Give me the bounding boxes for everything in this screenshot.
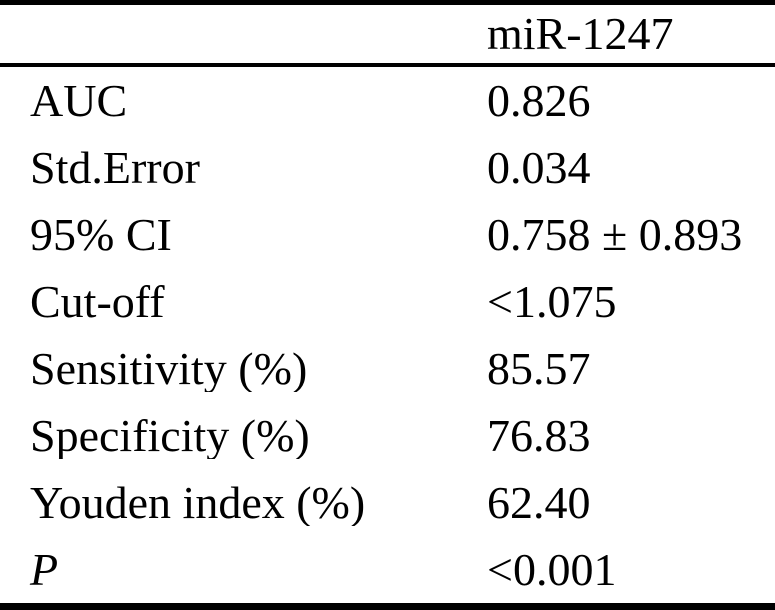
table-row: AUC 0.826 (0, 67, 775, 134)
row-value: 62.40 (487, 479, 591, 526)
table-row: Sensitivity (%) 85.57 (0, 335, 775, 402)
row-value: <0.001 (487, 546, 617, 593)
table-row: Specificity (%) 76.83 (0, 402, 775, 469)
row-value: 0.826 (487, 77, 591, 124)
row-label: Sensitivity (%) (30, 345, 308, 392)
table-row: Cut-off <1.075 (0, 268, 775, 335)
row-label: P (30, 546, 59, 593)
row-value: 0.034 (487, 144, 591, 191)
table-header-row: miR-1247 (0, 5, 775, 67)
header-column-mir-1247: miR-1247 (487, 11, 674, 57)
table-row: Std.Error 0.034 (0, 134, 775, 201)
row-value: 85.57 (487, 345, 591, 392)
row-label: AUC (30, 77, 128, 124)
table-row: P <0.001 (0, 536, 775, 603)
row-value: 0.758 ± 0.893 (487, 211, 743, 258)
row-value: 76.83 (487, 412, 591, 459)
row-label: Specificity (%) (30, 412, 310, 459)
row-value: <1.075 (487, 278, 617, 325)
table-row: 95% CI 0.758 ± 0.893 (0, 201, 775, 268)
table-body: AUC 0.826 Std.Error 0.034 95% CI 0.758 ±… (0, 67, 775, 603)
row-label: Cut-off (30, 278, 165, 325)
row-label: Youden index (%) (30, 479, 366, 526)
row-label: 95% CI (30, 211, 172, 258)
row-label: Std.Error (30, 144, 200, 191)
table-row: Youden index (%) 62.40 (0, 469, 775, 536)
